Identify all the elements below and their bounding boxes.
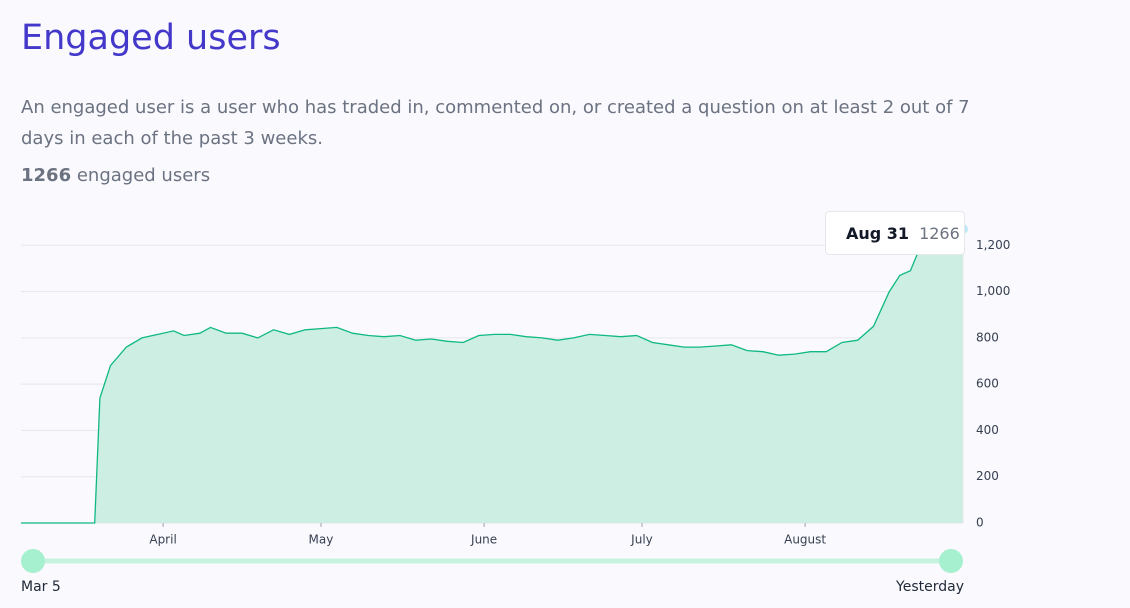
x-tick-label: May — [309, 533, 334, 547]
y-tick-label: 400 — [976, 423, 999, 437]
summary: 1266 engaged users — [21, 165, 210, 186]
y-tick-label: 800 — [976, 330, 999, 344]
x-tick-label: July — [630, 533, 653, 547]
x-tick-label: August — [784, 533, 826, 547]
line — [21, 212, 964, 524]
tooltip-date: Aug 31 — [846, 223, 910, 243]
y-tick-label: 1,200 — [976, 238, 1010, 252]
y-tick-label: 200 — [976, 469, 999, 483]
range-start-label: Mar 5 — [21, 579, 61, 595]
y-tick-label: 1,000 — [976, 284, 1010, 298]
range-end-label: Yesterday — [896, 579, 964, 595]
y-tick-label: 0 — [976, 516, 984, 530]
range-handle-end[interactable] — [939, 549, 963, 573]
tooltip: Aug 31 1266 — [825, 211, 965, 255]
y-tick-label: 600 — [976, 377, 999, 391]
area — [21, 212, 963, 523]
summary-label: engaged users — [76, 165, 211, 186]
description: An engaged user is a user who has traded… — [21, 97, 970, 149]
range-handle-start[interactable] — [21, 549, 45, 573]
page-title: Engaged users — [21, 18, 281, 58]
x-tick-label: April — [149, 533, 176, 547]
tooltip-value: 1266 — [919, 223, 960, 243]
x-tick-label: June — [470, 533, 497, 547]
summary-value: 1266 — [21, 165, 72, 186]
